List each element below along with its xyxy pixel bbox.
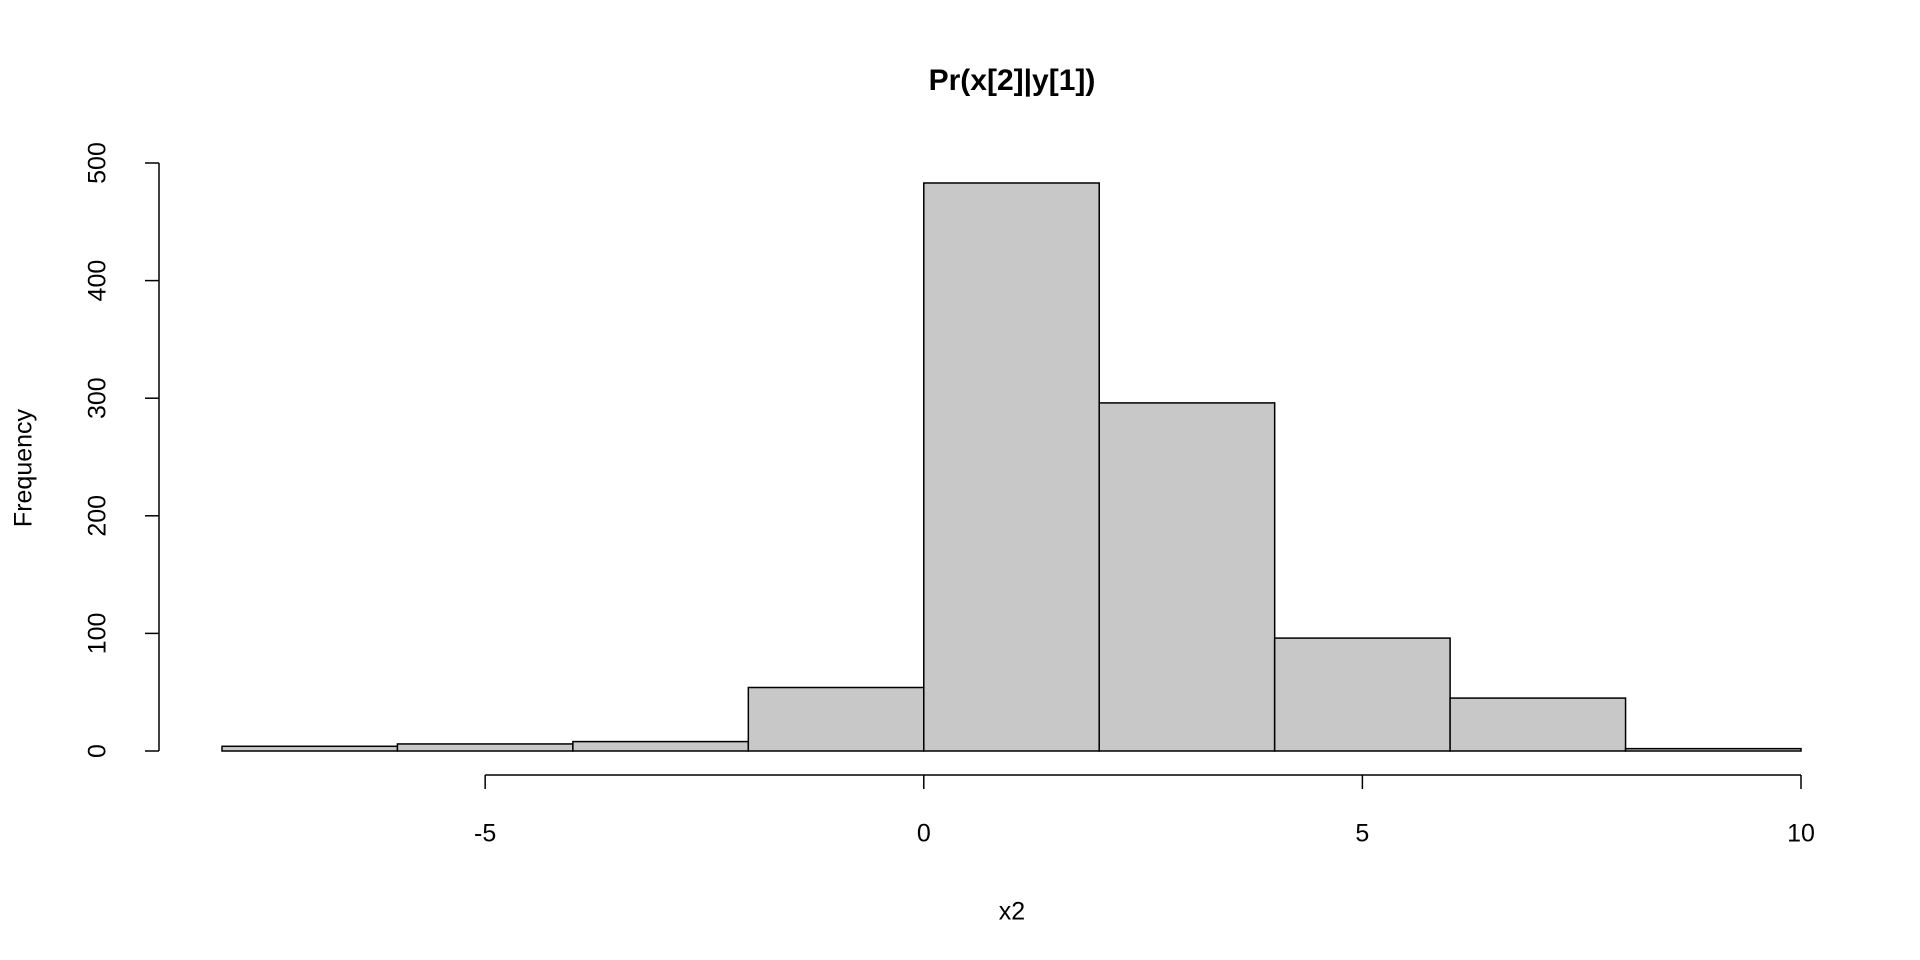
y-tick-label: 300: [84, 377, 112, 419]
bar: [747, 686, 925, 752]
x-tick-label: -5: [474, 820, 496, 848]
y-tick-label: 100: [84, 613, 112, 655]
bar: [1624, 747, 1802, 752]
x-tick-label: 0: [917, 820, 931, 848]
y-tick-label: 0: [84, 744, 112, 758]
y-tick-label: 400: [84, 260, 112, 302]
x-axis-label: x2: [999, 898, 1025, 926]
bar: [1273, 637, 1451, 752]
bar: [221, 745, 399, 752]
chart-title: Pr(x[2]|y[1]): [929, 64, 1096, 97]
y-tick-label: 500: [84, 142, 112, 184]
y-tick-label: 200: [84, 495, 112, 537]
x-tick-label: 10: [1787, 820, 1815, 848]
x-tick-label: 5: [1355, 820, 1369, 848]
bar: [1098, 402, 1276, 752]
bar: [572, 740, 750, 752]
bar: [923, 182, 1100, 752]
bar: [396, 743, 574, 752]
bar: [1449, 697, 1627, 752]
y-axis-label: Frequency: [10, 408, 38, 527]
